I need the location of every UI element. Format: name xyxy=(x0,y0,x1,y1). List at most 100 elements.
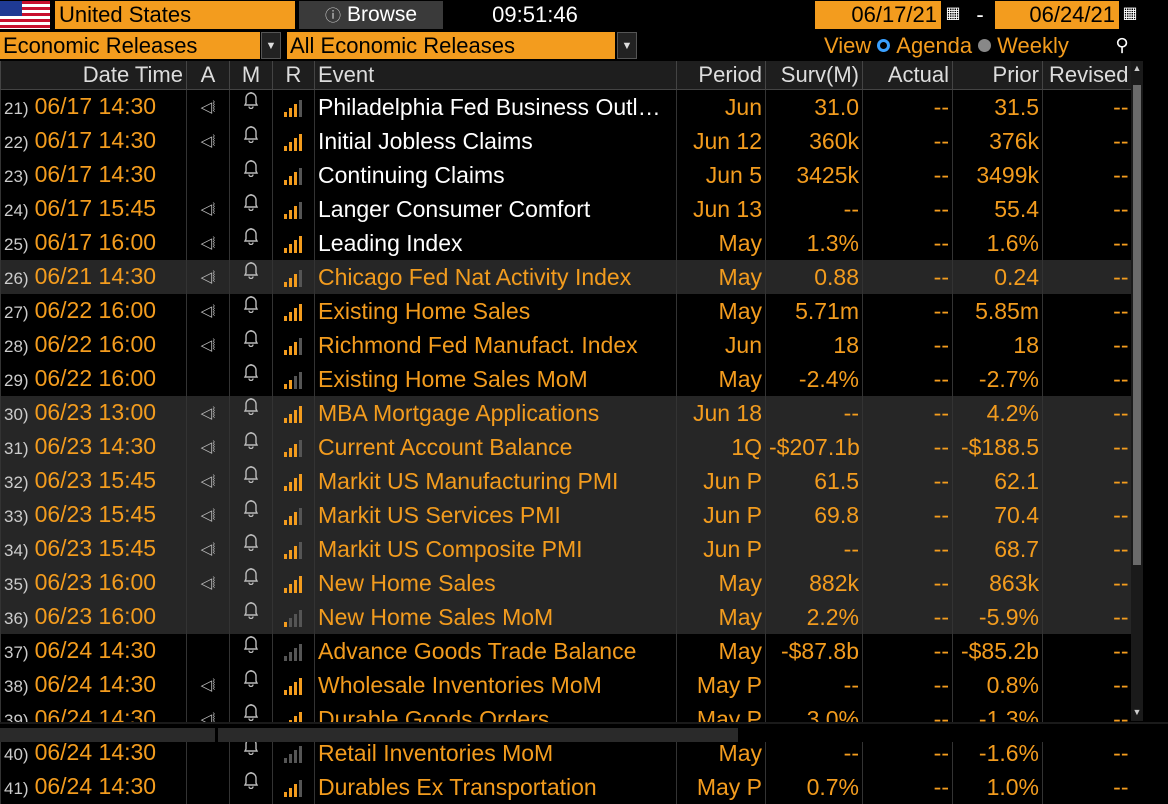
scrollbar-thumb[interactable] xyxy=(1133,85,1141,565)
event-name[interactable]: MBA Mortgage Applications xyxy=(315,396,677,430)
chevron-down-icon[interactable]: ▼ xyxy=(617,32,637,59)
event-name[interactable]: Chicago Fed Nat Activity Index xyxy=(315,260,677,294)
speaker-icon[interactable]: ◁⦚ xyxy=(201,439,216,456)
alert-cell[interactable] xyxy=(187,362,230,396)
table-row[interactable]: 21)06/17 14:30◁⦚Philadelphia Fed Busines… xyxy=(1,90,1132,125)
column-header[interactable]: Actual xyxy=(863,61,953,90)
monitor-cell[interactable] xyxy=(230,328,273,362)
alert-cell[interactable]: ◁⦚ xyxy=(187,328,230,362)
event-name[interactable]: Langer Consumer Comfort xyxy=(315,192,677,226)
alert-cell[interactable]: ◁⦚ xyxy=(187,532,230,566)
alert-cell[interactable]: ◁⦚ xyxy=(187,192,230,226)
event-name[interactable]: Wholesale Inventories MoM xyxy=(315,668,677,702)
speaker-icon[interactable]: ◁⦚ xyxy=(201,269,216,286)
alert-cell[interactable]: ◁⦚ xyxy=(187,498,230,532)
monitor-cell[interactable] xyxy=(230,668,273,702)
event-name[interactable]: New Home Sales MoM xyxy=(315,600,677,634)
scroll-down-arrow[interactable]: ▼ xyxy=(1131,707,1143,717)
alert-cell[interactable]: ◁⦚ xyxy=(187,90,230,125)
alert-cell[interactable]: ◁⦚ xyxy=(187,260,230,294)
table-row[interactable]: 32)06/23 15:45◁⦚Markit US Manufacturing … xyxy=(1,464,1132,498)
event-name[interactable]: Markit US Manufacturing PMI xyxy=(315,464,677,498)
calendar-icon[interactable]: ▦ xyxy=(944,4,962,24)
monitor-cell[interactable] xyxy=(230,260,273,294)
date-from-field[interactable]: 06/17/21 xyxy=(815,1,941,29)
alert-cell[interactable] xyxy=(187,634,230,668)
alert-cell[interactable] xyxy=(187,600,230,634)
subcategory-dropdown[interactable]: All Economic Releases xyxy=(287,32,615,59)
monitor-cell[interactable] xyxy=(230,634,273,668)
alert-cell[interactable] xyxy=(187,158,230,192)
alert-cell[interactable]: ◁⦚ xyxy=(187,294,230,328)
column-header[interactable]: Date Time xyxy=(1,61,187,90)
event-name[interactable]: Markit US Composite PMI xyxy=(315,532,677,566)
event-name[interactable]: Richmond Fed Manufact. Index xyxy=(315,328,677,362)
speaker-icon[interactable]: ◁⦚ xyxy=(201,575,216,592)
column-header[interactable]: R xyxy=(273,61,315,90)
event-name[interactable]: Markit US Services PMI xyxy=(315,498,677,532)
table-row[interactable]: 26)06/21 14:30◁⦚Chicago Fed Nat Activity… xyxy=(1,260,1132,294)
column-header[interactable]: M xyxy=(230,61,273,90)
speaker-icon[interactable]: ◁⦚ xyxy=(201,235,216,252)
speaker-icon[interactable]: ◁⦚ xyxy=(201,337,216,354)
speaker-icon[interactable]: ◁⦚ xyxy=(201,507,216,524)
alert-cell[interactable]: ◁⦚ xyxy=(187,226,230,260)
event-name[interactable]: Philadelphia Fed Business Outl… xyxy=(315,90,677,125)
event-name[interactable]: Initial Jobless Claims xyxy=(315,124,677,158)
column-header[interactable]: A xyxy=(187,61,230,90)
speaker-icon[interactable]: ◁⦚ xyxy=(201,201,216,218)
monitor-cell[interactable] xyxy=(230,90,273,125)
scroll-up-arrow[interactable]: ▲ xyxy=(1131,63,1143,73)
table-row[interactable]: 30)06/23 13:00◁⦚MBA Mortgage Application… xyxy=(1,396,1132,430)
column-header[interactable]: Event xyxy=(315,61,677,90)
country-selector[interactable]: United States xyxy=(55,1,295,29)
table-row[interactable]: 28)06/22 16:00◁⦚Richmond Fed Manufact. I… xyxy=(1,328,1132,362)
view-agenda-label[interactable]: Agenda xyxy=(896,33,972,58)
zoom-search-icon[interactable]: ⚲ xyxy=(1108,32,1136,58)
monitor-cell[interactable] xyxy=(230,770,273,804)
radio-weekly[interactable] xyxy=(978,39,991,52)
monitor-cell[interactable] xyxy=(230,124,273,158)
monitor-cell[interactable] xyxy=(230,532,273,566)
speaker-icon[interactable]: ◁⦚ xyxy=(201,405,216,422)
view-weekly-label[interactable]: Weekly xyxy=(997,33,1069,58)
event-name[interactable]: Continuing Claims xyxy=(315,158,677,192)
alert-cell[interactable]: ◁⦚ xyxy=(187,430,230,464)
alert-cell[interactable]: ◁⦚ xyxy=(187,668,230,702)
date-to-field[interactable]: 06/24/21 xyxy=(995,1,1119,29)
monitor-cell[interactable] xyxy=(230,294,273,328)
column-header[interactable]: Surv(M) xyxy=(766,61,863,90)
alert-cell[interactable] xyxy=(187,770,230,804)
speaker-icon[interactable]: ◁⦚ xyxy=(201,133,216,150)
monitor-cell[interactable] xyxy=(230,464,273,498)
radio-agenda[interactable] xyxy=(877,39,890,52)
event-name[interactable]: Durables Ex Transportation xyxy=(315,770,677,804)
monitor-cell[interactable] xyxy=(230,226,273,260)
speaker-icon[interactable]: ◁⦚ xyxy=(201,99,216,116)
speaker-icon[interactable]: ◁⦚ xyxy=(201,677,216,694)
alert-cell[interactable]: ◁⦚ xyxy=(187,464,230,498)
event-name[interactable]: Existing Home Sales xyxy=(315,294,677,328)
event-name[interactable]: Advance Goods Trade Balance xyxy=(315,634,677,668)
speaker-icon[interactable]: ◁⦚ xyxy=(201,541,216,558)
monitor-cell[interactable] xyxy=(230,396,273,430)
monitor-cell[interactable] xyxy=(230,600,273,634)
speaker-icon[interactable]: ◁⦚ xyxy=(201,303,216,320)
column-header[interactable]: Prior xyxy=(953,61,1043,90)
table-row[interactable]: 38)06/24 14:30◁⦚Wholesale Inventories Mo… xyxy=(1,668,1132,702)
monitor-cell[interactable] xyxy=(230,566,273,600)
event-name[interactable]: Leading Index xyxy=(315,226,677,260)
event-name[interactable]: Current Account Balance xyxy=(315,430,677,464)
alert-cell[interactable]: ◁⦚ xyxy=(187,396,230,430)
